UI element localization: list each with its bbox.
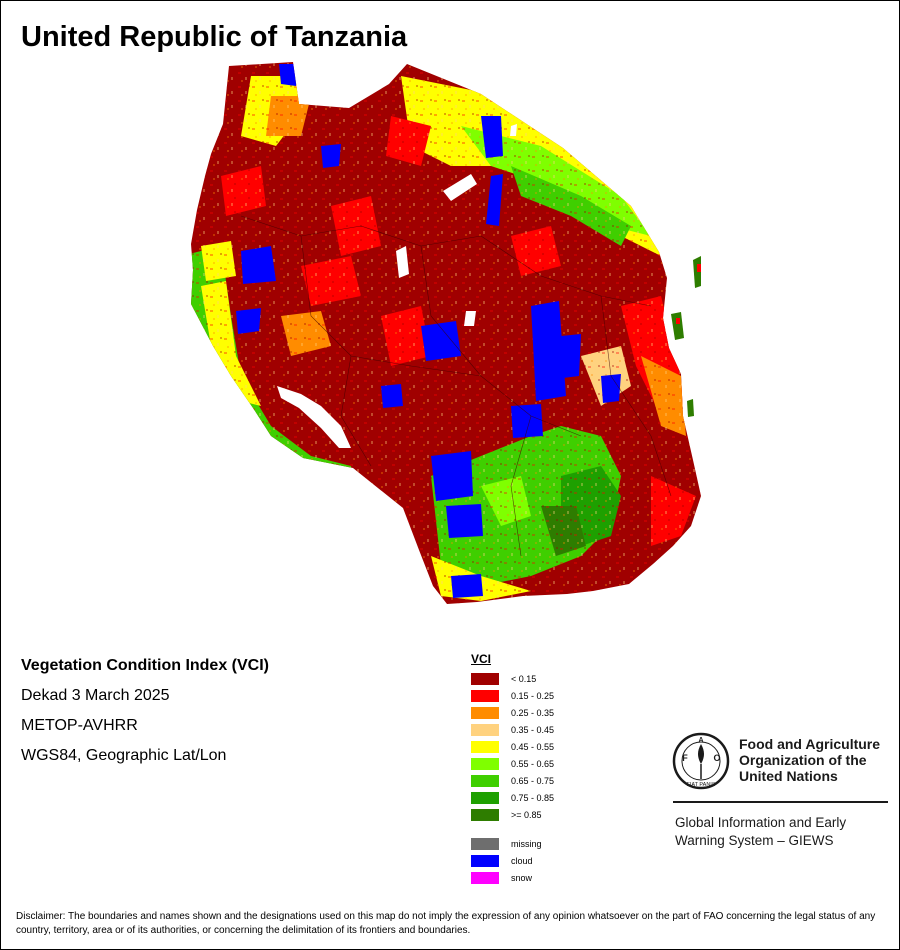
legend-swatch <box>471 757 499 770</box>
legend-item-cloud: cloud <box>471 852 554 869</box>
legend-label: 0.35 - 0.45 <box>511 724 555 735</box>
legend-swatch <box>471 774 499 787</box>
sensor-label: METOP-AVHRR <box>21 717 138 734</box>
legend-label: 0.15 - 0.25 <box>511 690 555 701</box>
fao-emblem-icon: F A O FIAT PANIS <box>672 732 730 790</box>
legend-item: 0.55 - 0.65 <box>471 755 554 772</box>
legend-swatch <box>471 672 499 685</box>
fao-logo: F A O FIAT PANIS Food and Agriculture Or… <box>671 731 891 861</box>
legend-swatch <box>471 740 499 753</box>
legend-item: 0.15 - 0.25 <box>471 687 554 704</box>
period-label: Dekad 3 March 2025 <box>21 687 170 704</box>
svg-text:O: O <box>713 753 720 763</box>
legend-item: 0.35 - 0.45 <box>471 721 554 738</box>
svg-text:FIAT PANIS: FIAT PANIS <box>686 782 715 788</box>
organization-name: Food and Agriculture Organization of the… <box>739 736 889 784</box>
map-title: United Republic of Tanzania <box>21 21 408 53</box>
legend-swatch <box>471 837 499 850</box>
map-info: Vegetation Condition Index (VCI) Dekad 3… <box>21 656 269 776</box>
legend-swatch <box>471 808 499 821</box>
legend-swatch <box>471 791 499 804</box>
legend-label: < 0.15 <box>511 673 537 684</box>
giews-name: Global Information and Early Warning Sys… <box>675 814 890 850</box>
legend-label: 0.45 - 0.55 <box>511 741 555 752</box>
vci-raster <box>191 62 701 604</box>
logo-divider <box>673 801 888 803</box>
legend-item: 0.75 - 0.85 <box>471 789 554 806</box>
organization-name-line: Food and Agriculture <box>739 736 881 752</box>
legend-item-snow: snow <box>471 869 554 886</box>
projection-label: WGS84, Geographic Lat/Lon <box>21 747 227 764</box>
giews-name-line: Global Information and Early <box>675 815 847 830</box>
legend-item: < 0.15 <box>471 670 554 687</box>
legend-swatch <box>471 723 499 736</box>
legend-swatch <box>471 871 499 884</box>
legend-label: >= 0.85 <box>511 809 542 820</box>
legend-item: 0.45 - 0.55 <box>471 738 554 755</box>
vci-map-canvas <box>191 62 701 604</box>
legend-title: VCI <box>471 652 492 666</box>
legend-label: 0.65 - 0.75 <box>511 775 555 786</box>
admin-boundaries <box>240 215 672 557</box>
legend-label: cloud <box>511 855 533 866</box>
legend-label: 0.55 - 0.65 <box>511 758 555 769</box>
cloud-cover <box>236 64 621 598</box>
legend-swatch <box>471 854 499 867</box>
legend-item: 0.25 - 0.35 <box>471 704 554 721</box>
lakes <box>277 124 517 448</box>
legend-swatch <box>471 689 499 702</box>
svg-text:A: A <box>698 737 703 744</box>
legend-swatch <box>471 706 499 719</box>
legend-item-missing: missing <box>471 835 554 852</box>
vci-map <box>181 56 701 616</box>
product-name: Vegetation Condition Index (VCI) <box>21 657 269 674</box>
legend-label: 0.25 - 0.35 <box>511 707 555 718</box>
organization-name-line: United Nations <box>739 768 838 784</box>
legend-label: 0.75 - 0.85 <box>511 792 555 803</box>
giews-name-line: Warning System – GIEWS <box>675 833 834 848</box>
legend-item: >= 0.85 <box>471 806 554 823</box>
vci-legend: VCI < 0.15 0.15 - 0.25 0.25 - 0.35 0.35 … <box>471 652 554 886</box>
legend-item: 0.65 - 0.75 <box>471 772 554 789</box>
svg-text:F: F <box>682 753 688 763</box>
disclaimer: Disclaimer: The boundaries and names sho… <box>16 911 876 936</box>
organization-name-line: Organization of the <box>739 752 867 768</box>
legend-label: missing <box>511 838 542 849</box>
legend-label: snow <box>511 872 533 883</box>
